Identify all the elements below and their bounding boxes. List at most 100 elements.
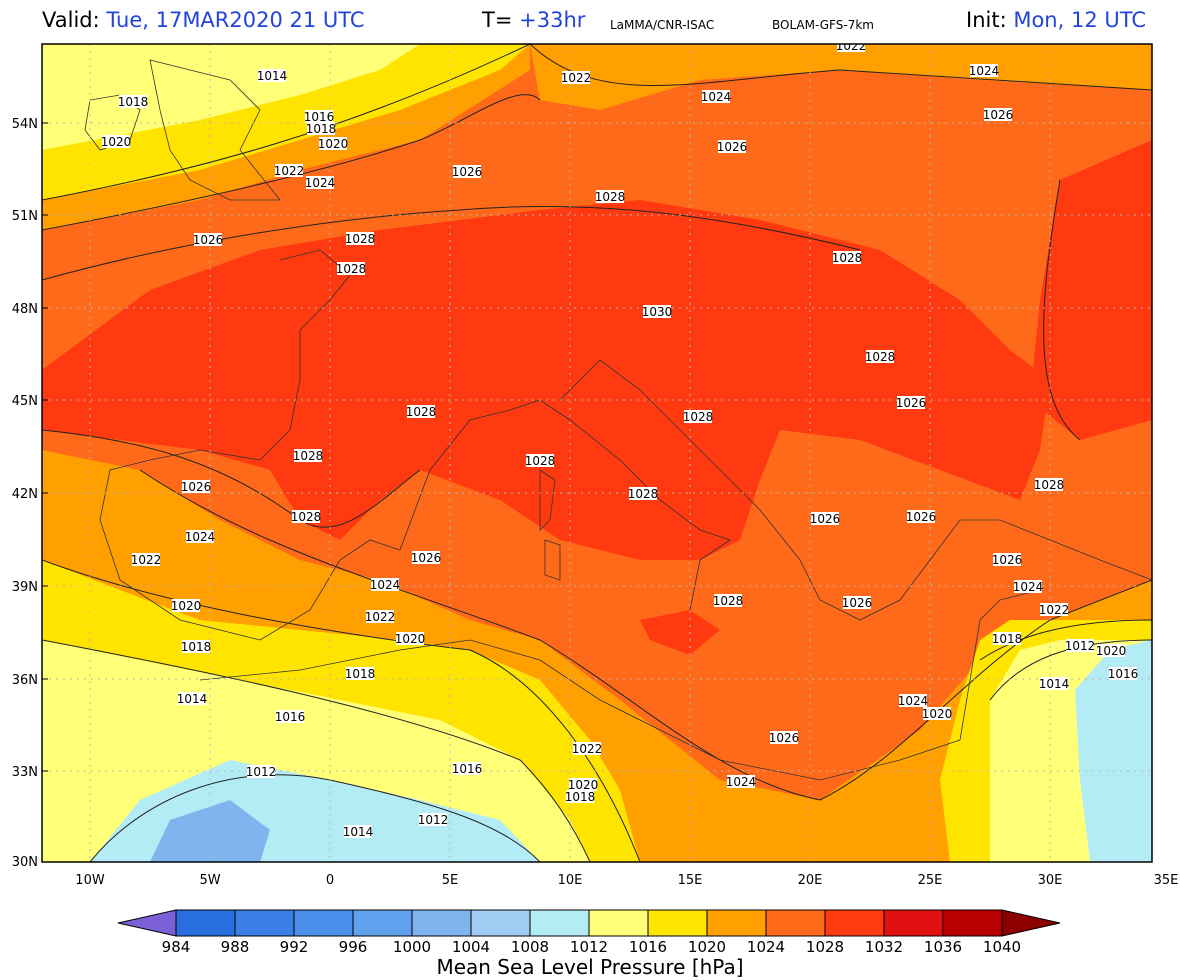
isobar-label: 1028 bbox=[832, 251, 863, 265]
coastlines bbox=[84, 59, 1152, 781]
svg-text:1018: 1018 bbox=[565, 790, 596, 804]
svg-text:1018: 1018 bbox=[992, 632, 1023, 646]
svg-text:1016: 1016 bbox=[452, 762, 483, 776]
isobar-label: 1024 bbox=[1013, 580, 1043, 594]
lat-tick: 30N bbox=[12, 855, 38, 870]
colorbar-tick-label: 984 bbox=[162, 938, 191, 956]
svg-text:1028: 1028 bbox=[865, 350, 896, 364]
svg-text:1024: 1024 bbox=[185, 530, 216, 544]
svg-text:1020: 1020 bbox=[101, 135, 132, 149]
isobar-label: 1026 bbox=[717, 140, 747, 154]
svg-text:1020: 1020 bbox=[318, 137, 349, 151]
svg-text:1016: 1016 bbox=[275, 710, 306, 724]
isobar-label: 1026 bbox=[810, 512, 841, 526]
lat-tick: 48N bbox=[12, 302, 38, 317]
svg-text:1028: 1028 bbox=[293, 449, 324, 463]
isobar-label: 1018 bbox=[565, 790, 596, 804]
lat-tick: 54N bbox=[12, 117, 38, 132]
isobar-label: 1020 bbox=[318, 137, 349, 151]
lon-tick: 35E bbox=[1154, 873, 1179, 888]
isobar-label: 1026 bbox=[181, 480, 211, 494]
colorbar-swatch bbox=[293, 909, 354, 937]
lat-tick: 39N bbox=[12, 580, 38, 595]
lon-tick: 30E bbox=[1038, 873, 1063, 888]
svg-text:1024: 1024 bbox=[969, 64, 1000, 78]
isobar-label: 1020 bbox=[922, 707, 952, 721]
svg-text:1028: 1028 bbox=[832, 251, 863, 265]
svg-text:1018: 1018 bbox=[181, 640, 212, 654]
colorbar-tick-label: 1008 bbox=[511, 938, 549, 956]
colorbar-tick-label: 1020 bbox=[688, 938, 726, 956]
colorbar-tick-label: 1000 bbox=[393, 938, 431, 956]
field-se-lightblue bbox=[1075, 640, 1152, 862]
svg-text:1022: 1022 bbox=[1039, 603, 1070, 617]
isobar-label: 1020 bbox=[568, 778, 599, 792]
lon-tick: 10E bbox=[558, 873, 583, 888]
lat-tick: 33N bbox=[12, 765, 38, 780]
lon-tick: 15E bbox=[678, 873, 703, 888]
t-label: T= bbox=[482, 8, 513, 32]
svg-text:1014: 1014 bbox=[257, 69, 288, 83]
isobar-label: 1026 bbox=[769, 731, 800, 745]
isobar-lines bbox=[42, 44, 1152, 862]
lon-axis: 10W 5W 0 5E 10E 15E 20E 25E 30E 35E bbox=[75, 873, 1178, 888]
svg-text:1028: 1028 bbox=[683, 410, 714, 424]
svg-text:1020: 1020 bbox=[568, 778, 599, 792]
isobar-label: 1028 bbox=[865, 350, 896, 364]
isobar-label: 1018 bbox=[181, 640, 212, 654]
svg-text:1014: 1014 bbox=[1039, 677, 1070, 691]
svg-text:1028: 1028 bbox=[406, 405, 437, 419]
svg-text:1022: 1022 bbox=[572, 742, 603, 756]
colorbar-swatch bbox=[588, 909, 649, 937]
isobar-label: 1024 bbox=[969, 64, 1000, 78]
svg-text:1012: 1012 bbox=[246, 765, 277, 779]
isobar-label: 1024 bbox=[701, 90, 732, 104]
isobar-label: 1016 bbox=[452, 762, 483, 776]
svg-text:1024: 1024 bbox=[701, 90, 732, 104]
field-sw-blue bbox=[150, 800, 270, 862]
isobar-label: 1018 bbox=[306, 122, 336, 136]
forecast-step: T= +33hr bbox=[482, 8, 585, 32]
isobar-label: 1026 bbox=[992, 553, 1022, 567]
colorbar-tick-label: 1036 bbox=[924, 938, 962, 956]
svg-text:1022: 1022 bbox=[365, 610, 396, 624]
isobar-label: 1026 bbox=[896, 396, 927, 410]
colorbar-swatch bbox=[175, 909, 236, 937]
svg-text:1020: 1020 bbox=[1096, 644, 1127, 658]
svg-text:1026: 1026 bbox=[896, 396, 927, 410]
svg-text:1026: 1026 bbox=[906, 510, 937, 524]
svg-text:1026: 1026 bbox=[769, 731, 800, 745]
init-time: Init: Mon, 12 UTC bbox=[966, 8, 1146, 32]
svg-text:1024: 1024 bbox=[726, 775, 757, 789]
isobar-label: 1016 bbox=[304, 110, 334, 124]
svg-text:1014: 1014 bbox=[343, 825, 374, 839]
isobar-label: 1020 bbox=[101, 135, 132, 149]
svg-text:1026: 1026 bbox=[810, 512, 841, 526]
svg-text:1026: 1026 bbox=[842, 596, 873, 610]
svg-text:1026: 1026 bbox=[452, 165, 483, 179]
colorbar-swatch bbox=[234, 909, 295, 937]
isobar-label: 1012 bbox=[418, 813, 448, 827]
field-high-core bbox=[42, 200, 1050, 560]
lon-tick: 5W bbox=[199, 873, 220, 888]
colorbar-tick-label: 1004 bbox=[452, 938, 490, 956]
field-nw-paleyellow bbox=[42, 44, 420, 150]
lat-tick: 51N bbox=[12, 209, 38, 224]
isobar-label: 1024 bbox=[370, 578, 400, 592]
lat-tick: 36N bbox=[12, 673, 38, 688]
colorbar-tick-label: 992 bbox=[280, 938, 309, 956]
isobar-value-labels: 1014 1016 1018 1018 1020 1020 1022 1024 … bbox=[101, 44, 1138, 839]
isobar-label: 1030 bbox=[642, 305, 672, 319]
isobar-label: 1028 bbox=[345, 232, 375, 246]
field-sicily-core bbox=[640, 610, 720, 655]
isobar-label: 1016 bbox=[1108, 667, 1138, 681]
lat-axis: 54N 51N 48N 45N 42N 39N 36N 33N 30N bbox=[12, 117, 48, 870]
isobar-label: 1014 bbox=[257, 69, 288, 83]
isobar-label: 1028 bbox=[628, 487, 658, 501]
colorbar-swatch bbox=[883, 909, 944, 937]
lon-tick: 10W bbox=[75, 873, 105, 888]
isobar-label: 1028 bbox=[713, 594, 743, 608]
isobar-label: 1028 bbox=[406, 405, 437, 419]
isobar-label: 1014 bbox=[1039, 677, 1070, 691]
init-value: Mon, 12 UTC bbox=[1013, 8, 1146, 32]
